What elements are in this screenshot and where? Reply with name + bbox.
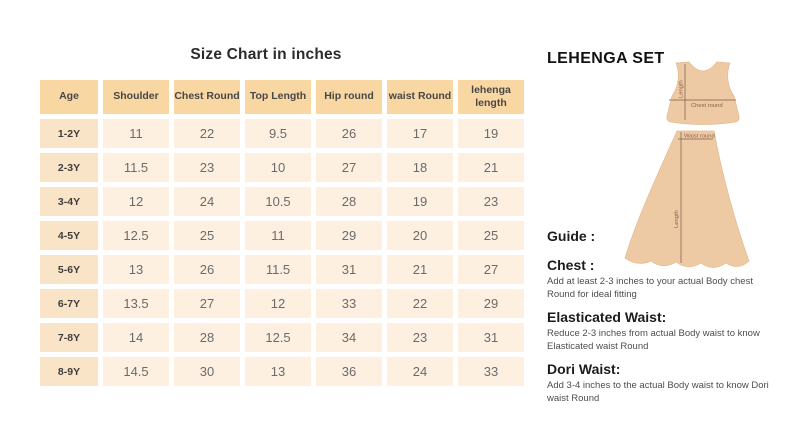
age-cell: 1-2Y <box>40 119 98 148</box>
chest-round-label: Chest round <box>691 103 723 109</box>
table-row: 3-4Y 12 24 10.5 28 19 23 <box>40 187 524 216</box>
table-row: 2-3Y 11.5 23 10 27 18 21 <box>40 153 524 182</box>
table-row: 4-5Y 12.5 25 11 29 20 25 <box>40 221 524 250</box>
value-cell: 17 <box>387 119 453 148</box>
guide-heading: Guide : <box>547 228 596 244</box>
value-cell: 30 <box>174 357 240 386</box>
guide-section-dori-waist: Dori Waist: Add 3-4 inches to the actual… <box>547 361 797 405</box>
value-cell: 26 <box>174 255 240 284</box>
age-cell: 7-8Y <box>40 323 98 352</box>
column-header-shoulder: Shoulder <box>103 80 169 114</box>
value-cell: 20 <box>387 221 453 250</box>
column-header-age: Age <box>40 80 98 114</box>
table-row: 5-6Y 13 26 11.5 31 21 27 <box>40 255 524 284</box>
guide-section-elasticated-waist: Elasticated Waist: Reduce 2-3 inches fro… <box>547 309 797 353</box>
lehenga-set-illustration: Length Chest round Waist round Length <box>624 61 750 268</box>
value-cell: 10 <box>245 153 311 182</box>
guide-section-text-line: Add at least 2-3 inches to your actual B… <box>547 276 753 287</box>
column-header-chest-round: Chest Round <box>174 80 240 114</box>
value-cell: 12 <box>103 187 169 216</box>
value-cell: 12.5 <box>103 221 169 250</box>
top-length-label: Length <box>679 80 685 98</box>
guide-section-heading: Elasticated Waist: <box>547 309 667 325</box>
value-cell: 22 <box>387 289 453 318</box>
value-cell: 24 <box>387 357 453 386</box>
guide-section-text-line: Reduce 2-3 inches from actual Body waist… <box>547 328 760 339</box>
value-cell: 29 <box>458 289 524 318</box>
value-cell: 33 <box>458 357 524 386</box>
value-cell: 11.5 <box>245 255 311 284</box>
value-cell: 27 <box>316 153 382 182</box>
value-cell: 9.5 <box>245 119 311 148</box>
age-cell: 6-7Y <box>40 289 98 318</box>
table-row: 6-7Y 13.5 27 12 33 22 29 <box>40 289 524 318</box>
value-cell: 13 <box>245 357 311 386</box>
value-cell: 14.5 <box>103 357 169 386</box>
value-cell: 11 <box>103 119 169 148</box>
value-cell: 21 <box>458 153 524 182</box>
age-cell: 2-3Y <box>40 153 98 182</box>
measurement-guide: Guide : Chest : Add at least 2-3 inches … <box>547 228 797 413</box>
table-row: 7-8Y 14 28 12.5 34 23 31 <box>40 323 524 352</box>
value-cell: 19 <box>458 119 524 148</box>
value-cell: 13.5 <box>103 289 169 318</box>
guide-section-text-line: Elasticated waist Round <box>547 340 649 352</box>
column-header-waist-round: waist Round <box>387 80 453 114</box>
guide-section-text-line: Add 3-4 inches to the actual Body waist … <box>547 380 769 391</box>
value-cell: 34 <box>316 323 382 352</box>
value-cell: 10.5 <box>245 187 311 216</box>
age-cell: 8-9Y <box>40 357 98 386</box>
value-cell: 33 <box>316 289 382 318</box>
value-cell: 36 <box>316 357 382 386</box>
value-cell: 25 <box>174 221 240 250</box>
table-header-row: Age Shoulder Chest Round Top Length Hip … <box>40 80 524 114</box>
value-cell: 25 <box>458 221 524 250</box>
age-cell: 3-4Y <box>40 187 98 216</box>
value-cell: 13 <box>103 255 169 284</box>
value-cell: 18 <box>387 153 453 182</box>
value-cell: 19 <box>387 187 453 216</box>
table-row: 1-2Y 11 22 9.5 26 17 19 <box>40 119 524 148</box>
value-cell: 14 <box>103 323 169 352</box>
value-cell: 29 <box>316 221 382 250</box>
value-cell: 11.5 <box>103 153 169 182</box>
value-cell: 27 <box>458 255 524 284</box>
guide-section-text-line: waist Round <box>547 392 600 404</box>
value-cell: 23 <box>458 187 524 216</box>
age-cell: 5-6Y <box>40 255 98 284</box>
skirt-length-label: Length <box>674 210 680 228</box>
guide-section-heading: Chest : <box>547 257 595 273</box>
value-cell: 27 <box>174 289 240 318</box>
waist-round-label: Waist round <box>684 134 715 140</box>
column-header-lehenga-length: lehenga length <box>458 80 524 114</box>
guide-section-chest: Chest : Add at least 2-3 inches to your … <box>547 257 797 301</box>
value-cell: 28 <box>174 323 240 352</box>
size-chart-title: Size Chart in inches <box>190 46 342 63</box>
lehenga-skirt-icon <box>624 130 750 268</box>
age-cell: 4-5Y <box>40 221 98 250</box>
product-title: LEHENGA SET <box>547 50 665 67</box>
column-header-top-length: Top Length <box>245 80 311 114</box>
guide-section-heading: Dori Waist: <box>547 361 621 377</box>
value-cell: 23 <box>174 153 240 182</box>
value-cell: 11 <box>245 221 311 250</box>
table-row: 8-9Y 14.5 30 13 36 24 33 <box>40 357 524 386</box>
value-cell: 12 <box>245 289 311 318</box>
value-cell: 31 <box>458 323 524 352</box>
size-chart-table: Age Shoulder Chest Round Top Length Hip … <box>35 75 529 391</box>
value-cell: 28 <box>316 187 382 216</box>
value-cell: 21 <box>387 255 453 284</box>
column-header-hip-round: Hip round <box>316 80 382 114</box>
guide-section-text-line: Round for ideal fitting <box>547 288 637 300</box>
value-cell: 12.5 <box>245 323 311 352</box>
value-cell: 26 <box>316 119 382 148</box>
value-cell: 24 <box>174 187 240 216</box>
value-cell: 23 <box>387 323 453 352</box>
value-cell: 31 <box>316 255 382 284</box>
value-cell: 22 <box>174 119 240 148</box>
